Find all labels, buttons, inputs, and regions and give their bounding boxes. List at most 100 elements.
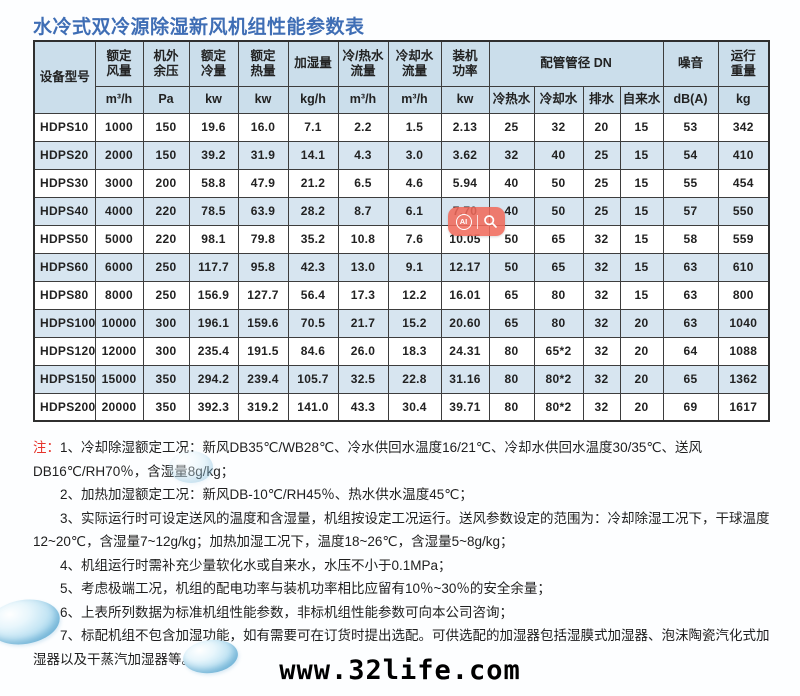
value-cell: 24.31: [440, 336, 490, 366]
model-cell: HDPS80: [33, 280, 96, 310]
table-row: HDPS150 15000 350 294.2 239.4 105.7 32.5 22.8 31…: [33, 364, 770, 394]
value-cell: 350: [142, 364, 190, 394]
value-cell: 39.2: [188, 140, 239, 170]
value-cell: 7.6: [387, 224, 442, 254]
value-cell: 80: [488, 392, 535, 422]
value-cell: 5.94: [440, 168, 490, 198]
value-cell: 53: [662, 112, 719, 142]
header-pipe-tap: 自来水: [619, 85, 664, 114]
value-cell: 80: [533, 308, 584, 338]
header-pipe-cw: 冷却水: [533, 85, 584, 114]
value-cell: 63: [662, 308, 719, 338]
value-cell: 159.6: [237, 308, 289, 338]
value-cell: 105.7: [287, 364, 339, 394]
value-cell: 32: [582, 252, 621, 282]
value-cell: 319.2: [237, 392, 289, 422]
value-cell: 28.2: [287, 196, 339, 226]
value-cell: 47.9: [237, 168, 289, 198]
value-cell: 6.5: [337, 168, 389, 198]
note-item: 2、加热加湿额定工况：新风DB-10℃/RH45％、热水供水温度45℃；: [60, 487, 473, 502]
value-cell: 191.5: [237, 336, 289, 366]
value-cell: 16.01: [440, 280, 490, 310]
table-row: HDPS200 20000 350 392.3 319.2 141.0 43.3 30.4 39…: [33, 392, 770, 422]
value-cell: 39.71: [440, 392, 490, 422]
value-cell: 58: [662, 224, 719, 254]
value-cell: 50: [533, 196, 584, 226]
value-cell: 12.17: [440, 252, 490, 282]
ai-icon: AI: [455, 213, 472, 230]
unit-cooling-water-flow: m³/h: [387, 85, 442, 114]
value-cell: 15: [619, 168, 664, 198]
note-item: 3、实际运行时可设定送风的温度和含湿量，机组按设定工况运行。送风参数设定的范围为…: [33, 510, 770, 550]
watermark-url: www.32life.com: [279, 655, 521, 686]
value-cell: 98.1: [188, 224, 239, 254]
table-row: HDPS40400022078.563.928.28.76.17.7040502…: [33, 196, 770, 226]
value-cell: 65: [488, 308, 535, 338]
value-cell: 32.5: [337, 364, 389, 394]
value-cell: 78.5: [188, 196, 239, 226]
value-cell: 70.5: [287, 308, 339, 338]
value-cell: 800: [717, 280, 770, 310]
value-cell: 15: [619, 196, 664, 226]
value-cell: 25: [582, 196, 621, 226]
value-cell: 300: [142, 336, 190, 366]
model-cell: HDPS50: [33, 224, 96, 254]
value-cell: 10000: [94, 308, 144, 338]
value-cell: 20: [619, 308, 664, 338]
value-cell: 9.1: [387, 252, 442, 282]
value-cell: 392.3: [188, 392, 239, 422]
value-cell: 54: [662, 140, 719, 170]
value-cell: 65*2: [533, 336, 584, 366]
value-cell: 95.8: [237, 252, 289, 282]
value-cell: 80: [488, 336, 535, 366]
header-noise: 噪音: [662, 40, 719, 87]
value-cell: 50: [488, 252, 535, 282]
value-cell: 20000: [94, 392, 144, 422]
value-cell: 1000: [94, 112, 144, 142]
header-chilled-water-flow: 冷/热水 流量: [337, 40, 389, 87]
value-cell: 32: [488, 140, 535, 170]
value-cell: 117.7: [188, 252, 239, 282]
value-cell: 300: [142, 308, 190, 338]
search-button[interactable]: [483, 214, 498, 229]
ai-button[interactable]: AI: [455, 213, 472, 230]
performance-table: 设备型号 额定 风量 机外 余压 额定 冷量 额定 热量 加湿量 冷/热水 流量…: [33, 40, 771, 422]
table-row: HDPS10 1000 150 19.6 16.0 7.1 2.2 1.5 2.13 25 32 20…: [33, 112, 770, 142]
value-cell: 2.2: [337, 112, 389, 142]
value-cell: 15.2: [387, 308, 442, 338]
value-cell: 14.1: [287, 140, 339, 170]
value-cell: 342: [717, 112, 770, 142]
value-cell: 1040: [717, 308, 770, 338]
unit-weight: kg: [717, 85, 770, 114]
value-cell: 55: [662, 168, 719, 198]
page-title: 水冷式双冷源除湿新风机组性能参数表: [33, 17, 365, 38]
value-cell: 3000: [94, 168, 144, 198]
value-cell: 15: [619, 112, 664, 142]
value-cell: 5000: [94, 224, 144, 254]
unit-cooling: kw: [188, 85, 239, 114]
value-cell: 32: [582, 224, 621, 254]
value-cell: 156.9: [188, 280, 239, 310]
value-cell: 196.1: [188, 308, 239, 338]
value-cell: 63: [662, 280, 719, 310]
header-weight: 运行 重量: [717, 40, 770, 87]
value-cell: 1362: [717, 364, 770, 394]
header-heating: 额定 热量: [237, 40, 289, 87]
value-cell: 1617: [717, 392, 770, 422]
value-cell: 32: [582, 336, 621, 366]
value-cell: 58.8: [188, 168, 239, 198]
value-cell: 65: [488, 280, 535, 310]
note-text: 1、冷却除湿额定工况：新风DB35℃/WB28℃、冷水供回水温度16/21℃、冷…: [33, 440, 703, 479]
model-cell: HDPS200: [33, 392, 96, 422]
model-cell: HDPS150: [33, 364, 96, 394]
model-cell: HDPS100: [33, 308, 96, 338]
value-cell: 3.0: [387, 140, 442, 170]
value-cell: 12.2: [387, 280, 442, 310]
value-cell: 550: [717, 196, 770, 226]
value-cell: 13.0: [337, 252, 389, 282]
table-body: HDPS10 1000 150 19.6 16.0 7.1 2.2 1.5 2.13 25 32 20…: [33, 112, 770, 422]
value-cell: 8000: [94, 280, 144, 310]
notes-section: 注：1、冷却除湿额定工况：新风DB35℃/WB28℃、冷水供回水温度16/21℃…: [33, 436, 770, 671]
value-cell: 10.8: [337, 224, 389, 254]
